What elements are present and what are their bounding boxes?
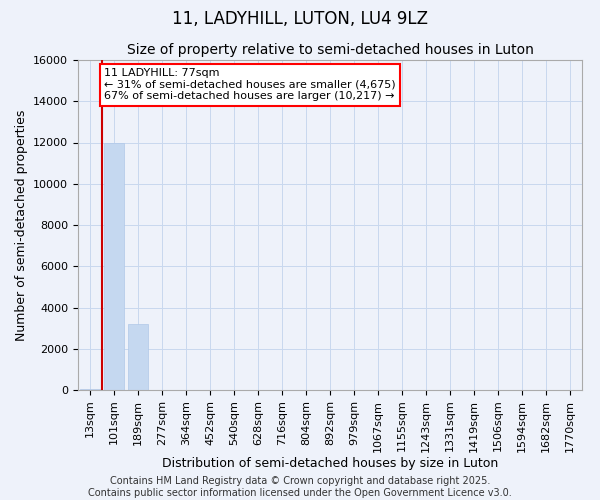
Bar xyxy=(104,142,124,390)
Bar xyxy=(128,324,148,390)
Bar xyxy=(80,389,100,390)
Text: 11, LADYHILL, LUTON, LU4 9LZ: 11, LADYHILL, LUTON, LU4 9LZ xyxy=(172,10,428,28)
X-axis label: Distribution of semi-detached houses by size in Luton: Distribution of semi-detached houses by … xyxy=(162,458,498,470)
Y-axis label: Number of semi-detached properties: Number of semi-detached properties xyxy=(14,110,28,340)
Title: Size of property relative to semi-detached houses in Luton: Size of property relative to semi-detach… xyxy=(127,44,533,58)
Text: 11 LADYHILL: 77sqm
← 31% of semi-detached houses are smaller (4,675)
67% of semi: 11 LADYHILL: 77sqm ← 31% of semi-detache… xyxy=(104,68,396,102)
Text: Contains HM Land Registry data © Crown copyright and database right 2025.
Contai: Contains HM Land Registry data © Crown c… xyxy=(88,476,512,498)
